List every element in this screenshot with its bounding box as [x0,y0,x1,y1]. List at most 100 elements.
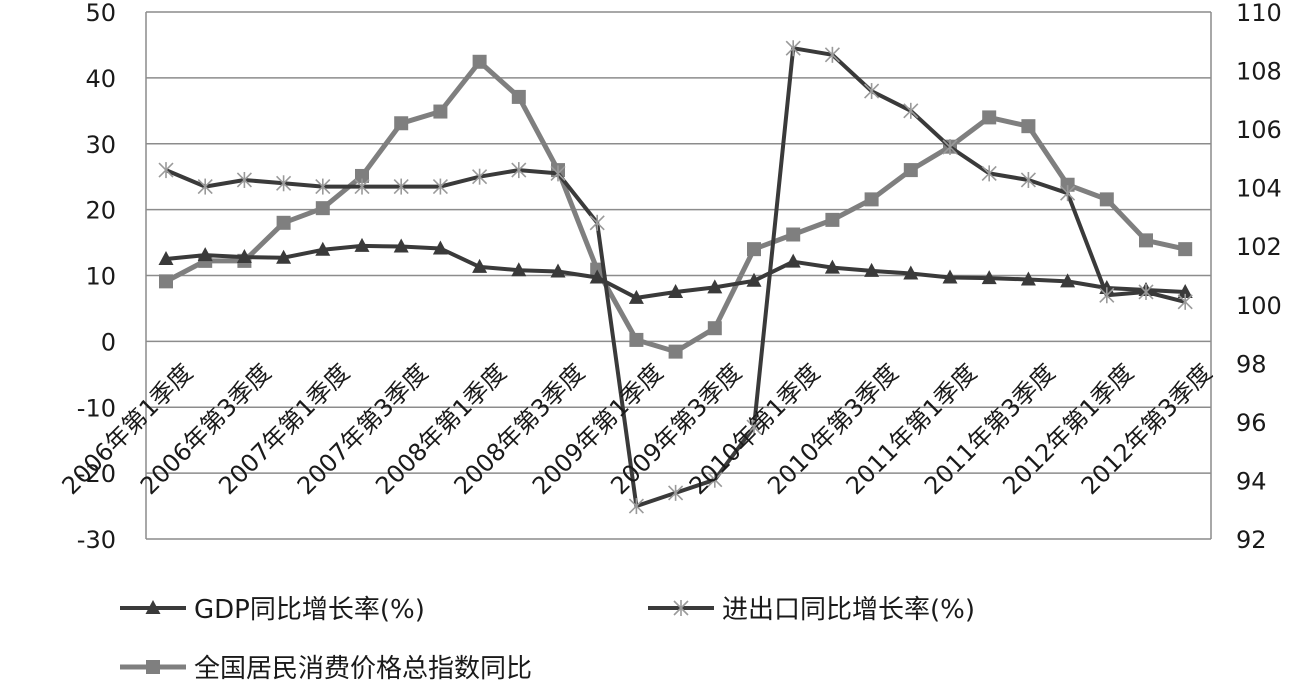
y-right-tick-label: 106 [1236,116,1282,144]
data-point-square [903,163,918,178]
data-point-asterisk [1020,171,1036,188]
y-left-tick-label: -20 [77,460,116,488]
data-point-square [982,110,997,125]
data-point-square [315,201,330,216]
data-point-asterisk [707,471,723,488]
data-point-asterisk [550,165,566,182]
data-point-asterisk [472,168,488,185]
data-point-square [747,242,761,257]
y-left-tick-label: -30 [77,526,116,554]
data-point-triangle [746,272,762,287]
data-point-square [825,212,840,227]
data-point-asterisk [589,214,605,231]
y-right-tick-label: 108 [1236,58,1282,86]
data-point-asterisk [1177,293,1193,310]
data-point-triangle [511,262,527,277]
data-point-asterisk [276,175,292,192]
data-point-asterisk [746,419,762,436]
data-point-triangle [158,251,174,266]
data-point-triangle [393,238,409,253]
data-point-triangle [942,269,958,284]
y-right-tick-label: 104 [1236,175,1282,203]
data-point-square [472,54,487,69]
data-point-square [511,89,526,104]
y-left-tick-label: 0 [101,328,116,356]
data-point-triangle [354,237,370,252]
data-point-square [1021,119,1036,134]
y-right-tick-label: 100 [1236,292,1282,320]
data-point-square [276,215,291,230]
data-point-triangle [550,263,566,278]
data-point-square [629,332,644,347]
data-point-asterisk [942,139,958,156]
data-point-square [394,116,409,131]
data-point-triangle [145,600,161,614]
y-left-tick-label: 40 [85,65,116,93]
data-point-triangle [1177,283,1193,298]
data-point-square [159,274,173,289]
data-point-square [355,168,369,183]
data-point-square [1099,192,1114,207]
data-point-triangle [628,289,644,304]
right-y-axis-ticks: 92 94 96 98 100 102 104 106 108 110 [1236,0,1282,554]
y-right-tick-label: 98 [1236,350,1267,378]
data-point-asterisk [158,162,174,179]
data-point-asterisk [1060,185,1076,202]
data-point-triangle [1060,273,1076,288]
data-point-asterisk [354,178,370,195]
data-point-triangle [903,265,919,280]
data-point-asterisk [432,178,448,195]
data-point-asterisk [864,83,880,100]
data-point-triangle [824,259,840,274]
left-y-axis-ticks: -30 -20 -10 0 10 20 30 40 50 [77,0,116,554]
data-point-square [864,192,879,207]
x-axis-ticks: 2006年第1季度2006年第3季度2007年第1季度2007年第3季度2008… [57,358,1218,500]
data-point-square [1060,177,1075,192]
legend-label: 进出口同比增长率(%) [722,595,975,625]
data-point-asterisk [903,102,919,119]
data-point-asterisk [393,178,409,195]
data-point-square [433,104,448,119]
data-point-asterisk [511,162,527,179]
data-point-triangle [864,262,880,277]
legend: GDP同比增长率(%) 进出口同比增长率(%) 全国居民消费价格总指数同比 [120,595,975,684]
data-point-square [707,321,722,336]
data-point-square [146,660,160,674]
data-point-triangle [197,247,213,262]
series-asterisk [158,40,1193,515]
data-point-asterisk [315,178,331,195]
y-right-tick-label: 92 [1236,526,1267,554]
data-point-asterisk [1138,283,1154,300]
legend-item: 全国居民消费价格总指数同比 [120,654,532,684]
data-point-square [1178,242,1193,257]
data-point-triangle [981,270,997,285]
data-point-triangle [236,249,252,264]
data-point-square [786,227,801,242]
data-point-asterisk [785,40,801,57]
data-point-triangle [589,269,605,284]
y-right-tick-label: 102 [1236,233,1282,261]
y-left-tick-label: 10 [85,263,116,291]
series-triangle [158,237,1193,304]
y-left-tick-label: 20 [85,197,116,225]
data-point-asterisk [981,165,997,182]
legend-item: GDP同比增长率(%) [120,595,425,625]
data-point-asterisk [197,178,213,195]
y-left-tick-label: -10 [77,394,116,422]
data-point-asterisk [824,46,840,63]
y-right-tick-label: 96 [1236,409,1267,437]
legend-item: 进出口同比增长率(%) [648,595,975,625]
y-right-tick-label: 94 [1236,467,1267,495]
data-point-square [1139,233,1153,248]
data-point-asterisk [1099,287,1115,304]
data-point-asterisk [236,171,252,188]
data-point-triangle [472,258,488,273]
series-lines [158,40,1193,515]
data-point-triangle [668,283,684,298]
series-square [159,54,1193,359]
data-point-asterisk [668,484,684,501]
axes [145,12,1212,539]
y-left-tick-label: 50 [85,0,116,27]
y-left-tick-label: 30 [85,131,116,159]
